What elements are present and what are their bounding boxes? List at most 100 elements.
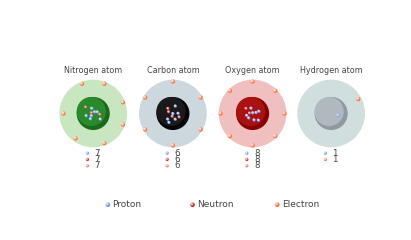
Circle shape: [246, 114, 247, 115]
Circle shape: [251, 144, 253, 146]
Circle shape: [297, 80, 365, 147]
Circle shape: [246, 152, 247, 153]
Circle shape: [143, 127, 147, 132]
Circle shape: [273, 134, 277, 138]
Circle shape: [255, 112, 256, 113]
Circle shape: [178, 116, 181, 119]
Circle shape: [121, 101, 123, 102]
Circle shape: [251, 80, 253, 82]
Circle shape: [121, 123, 123, 125]
Circle shape: [199, 127, 203, 132]
Circle shape: [257, 110, 261, 113]
Circle shape: [252, 112, 253, 113]
Circle shape: [258, 110, 259, 111]
Text: Oxygen atom: Oxygen atom: [225, 66, 280, 75]
Circle shape: [246, 158, 247, 160]
Circle shape: [337, 114, 339, 117]
Circle shape: [245, 114, 248, 117]
Circle shape: [324, 158, 326, 160]
Circle shape: [91, 112, 92, 113]
Circle shape: [199, 95, 203, 100]
Circle shape: [274, 135, 275, 136]
Circle shape: [106, 203, 108, 205]
Circle shape: [174, 118, 177, 121]
Circle shape: [249, 112, 250, 113]
Circle shape: [314, 97, 348, 130]
Circle shape: [174, 118, 175, 119]
Circle shape: [86, 151, 89, 155]
Circle shape: [228, 89, 232, 93]
Circle shape: [156, 97, 189, 130]
Circle shape: [96, 111, 99, 114]
Circle shape: [250, 143, 255, 148]
Circle shape: [77, 97, 110, 130]
Circle shape: [229, 135, 230, 136]
Circle shape: [178, 116, 179, 117]
Circle shape: [99, 113, 102, 116]
Circle shape: [171, 115, 174, 118]
Circle shape: [156, 97, 185, 126]
Circle shape: [171, 80, 173, 82]
Circle shape: [337, 114, 338, 115]
Circle shape: [166, 118, 169, 121]
Text: 8: 8: [254, 149, 259, 158]
Circle shape: [121, 123, 125, 127]
Circle shape: [245, 164, 248, 168]
Circle shape: [86, 165, 88, 166]
Circle shape: [219, 112, 221, 114]
Circle shape: [103, 142, 105, 144]
Circle shape: [253, 119, 256, 122]
Text: Neutron: Neutron: [197, 200, 233, 209]
Circle shape: [90, 107, 93, 110]
Circle shape: [253, 119, 254, 120]
Circle shape: [275, 203, 277, 205]
Circle shape: [172, 113, 173, 114]
Circle shape: [236, 97, 269, 130]
Circle shape: [283, 112, 285, 114]
Circle shape: [168, 111, 169, 112]
Text: 8: 8: [254, 155, 259, 164]
Circle shape: [74, 136, 78, 141]
Circle shape: [177, 112, 178, 114]
Circle shape: [84, 106, 88, 109]
Circle shape: [356, 97, 360, 101]
Circle shape: [167, 108, 168, 109]
Circle shape: [229, 89, 230, 91]
Circle shape: [219, 111, 223, 116]
Circle shape: [314, 97, 344, 126]
Circle shape: [168, 121, 169, 123]
Text: 7: 7: [95, 155, 100, 164]
Circle shape: [324, 158, 327, 161]
Circle shape: [143, 95, 147, 100]
Circle shape: [80, 82, 84, 86]
Circle shape: [85, 115, 86, 116]
Circle shape: [236, 97, 265, 126]
Circle shape: [102, 82, 106, 86]
Text: Nitrogen atom: Nitrogen atom: [64, 66, 122, 75]
Circle shape: [324, 151, 327, 155]
Circle shape: [90, 111, 93, 114]
Circle shape: [166, 165, 167, 166]
Text: 6: 6: [174, 155, 180, 164]
Circle shape: [61, 111, 66, 116]
Circle shape: [99, 118, 100, 119]
Circle shape: [245, 158, 248, 161]
Circle shape: [190, 202, 195, 207]
Circle shape: [166, 152, 167, 153]
Circle shape: [166, 107, 170, 110]
Circle shape: [249, 107, 253, 110]
Text: 6: 6: [174, 161, 180, 170]
Circle shape: [74, 137, 76, 139]
Circle shape: [171, 79, 175, 84]
Text: 8: 8: [254, 161, 259, 170]
Text: 1: 1: [332, 149, 338, 158]
Circle shape: [171, 144, 173, 146]
Circle shape: [102, 141, 106, 145]
Circle shape: [103, 82, 105, 84]
Circle shape: [245, 108, 246, 109]
Circle shape: [166, 151, 169, 155]
Circle shape: [85, 106, 86, 107]
Circle shape: [282, 111, 287, 116]
Circle shape: [94, 111, 95, 112]
Circle shape: [62, 112, 64, 114]
